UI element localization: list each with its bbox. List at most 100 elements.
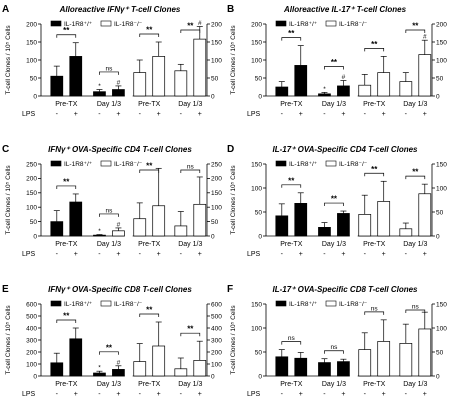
y-right-tick-label: 150 <box>436 301 447 308</box>
legend-label-ko: IL-1R8⁻/⁻ <box>114 161 143 168</box>
lps-sign: + <box>341 111 345 118</box>
significance-bracket <box>324 202 344 207</box>
lps-sign: + <box>157 111 161 118</box>
bracket-label: ** <box>106 343 113 352</box>
y-right-tick-label: 50 <box>436 349 444 356</box>
x-group-label: Day 1/3 <box>322 381 346 388</box>
bracket-label: ** <box>288 29 295 38</box>
legend-label-wt: IL-1R8⁺/⁺ <box>64 161 93 168</box>
y-right-tick-label: 100 <box>211 361 222 368</box>
bracket-label: ns <box>371 305 379 312</box>
legend-label-wt: IL-1R8⁺/⁺ <box>289 161 318 168</box>
lps-sign: - <box>180 251 183 258</box>
bracket-label: ** <box>63 312 70 321</box>
y-tick-label: 0 <box>33 233 37 240</box>
bar <box>50 75 64 97</box>
panel-title: IFNγ⁺ OVA-Specific CD8 T-cell Clones <box>48 285 192 294</box>
y-right-tick-label: 100 <box>436 185 447 192</box>
lps-sign: - <box>364 111 367 118</box>
lps-sign: + <box>74 391 78 398</box>
y-axis-label: T-cell Clones / 10⁵ Cells <box>230 25 237 95</box>
y-right-tick-label: 50 <box>436 209 444 216</box>
lps-sign: - <box>323 111 326 118</box>
lps-sign: - <box>139 391 142 398</box>
y-right-tick-label: 50 <box>211 75 219 82</box>
bracket-label: ** <box>371 165 378 174</box>
significance-mark: # <box>423 34 427 41</box>
panel-title: Alloreactive IFNγ⁺ T-cell Clones <box>59 5 181 14</box>
lps-sign: + <box>423 111 427 118</box>
significance-mark: # <box>117 221 121 228</box>
significance-bracket <box>180 169 201 173</box>
significance-mark: * <box>98 228 101 235</box>
lps-sign: - <box>98 391 101 398</box>
bar <box>294 65 308 97</box>
legend-swatch-ko <box>325 160 337 167</box>
lps-sign: - <box>281 391 284 398</box>
significance-mark: # <box>117 359 121 366</box>
lps-sign: + <box>341 251 345 258</box>
x-group-label: Day 1/3 <box>178 241 202 248</box>
y-right-tick-label: 200 <box>436 21 447 28</box>
lps-sign: - <box>405 111 408 118</box>
x-group-label: Pre-TX <box>138 241 161 248</box>
y-right-tick-label: 200 <box>211 21 222 28</box>
y-right-tick-label: 100 <box>211 205 222 212</box>
legend-label-wt: IL-1R8⁺/⁺ <box>64 21 93 28</box>
lps-label: LPS <box>22 251 36 258</box>
y-tick-label: 100 <box>251 325 262 332</box>
bracket-label: ** <box>187 325 194 334</box>
legend-label-ko: IL-1R8⁻/⁻ <box>339 161 368 168</box>
y-right-tick-label: 300 <box>211 337 222 344</box>
bar <box>399 343 413 377</box>
lps-sign: - <box>405 251 408 258</box>
lps-sign: - <box>323 391 326 398</box>
lps-sign: + <box>299 111 303 118</box>
y-tick-label: 150 <box>26 39 37 46</box>
x-group-label: Day 1/3 <box>403 101 427 108</box>
x-group-label: Day 1/3 <box>403 241 427 248</box>
x-group-label: Pre-TX <box>55 241 78 248</box>
lps-sign: + <box>198 111 202 118</box>
x-group-label: Day 1/3 <box>322 101 346 108</box>
bar <box>399 81 413 97</box>
bar <box>152 56 166 97</box>
significance-mark: # <box>117 79 121 86</box>
bracket-label: ** <box>187 22 194 31</box>
lps-sign: + <box>157 251 161 258</box>
bar <box>377 341 391 377</box>
y-tick-label: 100 <box>26 361 37 368</box>
y-right-tick-label: 400 <box>211 325 222 332</box>
panel-title: IL-17⁺ OVA-Specific CD4 T-cell Clones <box>273 145 419 154</box>
significance-bracket <box>405 309 426 313</box>
significance-bracket <box>405 29 426 33</box>
lps-sign: + <box>341 391 345 398</box>
x-group-label: Pre-TX <box>363 381 386 388</box>
bar <box>69 338 83 377</box>
bar <box>133 218 147 237</box>
significance-bracket <box>56 319 77 323</box>
bar <box>275 215 289 237</box>
lps-sign: + <box>382 391 386 398</box>
significance-bracket <box>139 33 160 37</box>
legend-label-ko: IL-1R8⁻/⁻ <box>339 301 368 308</box>
significance-bracket <box>281 37 302 41</box>
legend-label-ko: IL-1R8⁻/⁻ <box>114 21 143 28</box>
lps-sign: - <box>139 111 142 118</box>
lps-sign: + <box>299 391 303 398</box>
bar <box>152 345 166 377</box>
bracket-label: ** <box>288 176 295 185</box>
y-right-tick-label: 0 <box>436 373 440 380</box>
bracket-label: ** <box>146 306 153 315</box>
x-group-label: Pre-TX <box>363 101 386 108</box>
legend-swatch-wt <box>275 300 287 307</box>
lps-sign: + <box>116 111 120 118</box>
y-right-tick-label: 100 <box>436 325 447 332</box>
significance-bracket <box>324 66 344 70</box>
legend-swatch-ko <box>100 160 112 167</box>
bar <box>93 91 106 97</box>
significance-bracket <box>139 313 160 317</box>
significance-bracket <box>364 172 385 177</box>
lps-sign: + <box>157 391 161 398</box>
bar <box>358 84 372 97</box>
